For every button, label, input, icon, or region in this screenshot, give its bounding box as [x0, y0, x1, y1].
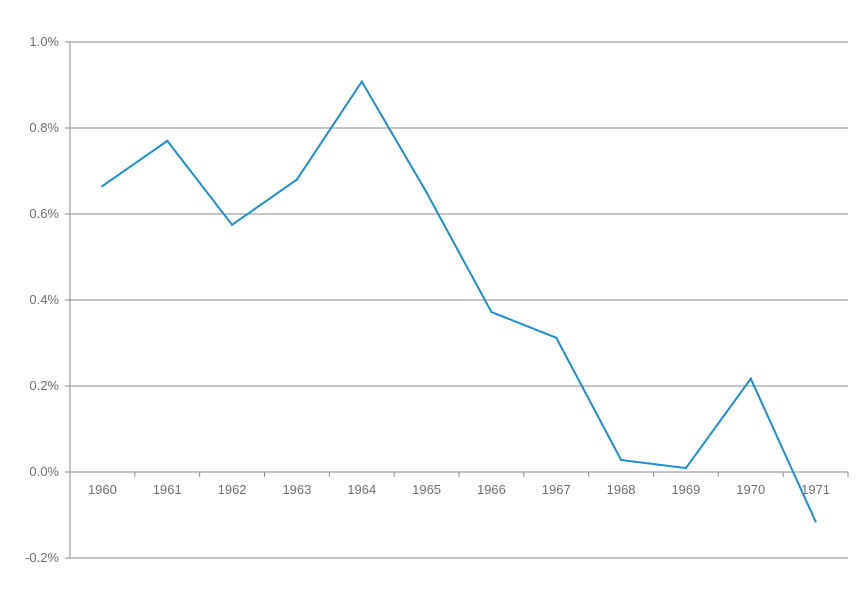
x-tick-label: 1962 [218, 482, 247, 497]
x-tick-label: 1965 [412, 482, 441, 497]
y-tick-label: 1.0% [29, 34, 59, 49]
x-tick-label: 1971 [801, 482, 830, 497]
y-tick-label: 0.6% [29, 206, 59, 221]
x-tick-label: 1963 [282, 482, 311, 497]
x-axis: 1960 1961 1962 1963 1964 1965 1966 1967 1968 1969… [69, 472, 849, 497]
data-point [230, 223, 234, 226]
data-point [166, 139, 169, 143]
y-tick-label: -0.2% [25, 550, 59, 565]
data-point [555, 336, 558, 340]
x-tick-label: 1968 [607, 482, 636, 497]
x-tick-label: 1964 [347, 482, 376, 497]
y-tick-label: 0.4% [29, 292, 59, 307]
y-tick-label: 0.2% [29, 378, 59, 393]
data-point [619, 458, 623, 462]
x-tick-label: 1969 [671, 482, 700, 497]
series-group [101, 79, 817, 523]
series-line [101, 79, 817, 522]
y-axis: -0.2% 0.0% 0.2% 0.4% 0.6% 0.8% 1.0% [25, 34, 71, 565]
gridlines [70, 41, 848, 559]
data-point [814, 520, 817, 523]
data-point [490, 310, 493, 314]
data-point [684, 466, 688, 470]
x-tick-label: 1961 [153, 482, 182, 497]
y-tick-label: 0.8% [29, 120, 59, 135]
x-tick-label: 1970 [736, 482, 765, 497]
x-tick-label: 1966 [477, 482, 506, 497]
data-point [425, 191, 428, 194]
data-point [749, 377, 752, 380]
x-tick-label: 1967 [542, 482, 571, 497]
x-tick-label: 1960 [88, 482, 117, 497]
data-point [295, 178, 299, 181]
data-point [101, 184, 104, 188]
y-tick-label: 0.0% [29, 464, 59, 479]
data-point [360, 80, 363, 83]
